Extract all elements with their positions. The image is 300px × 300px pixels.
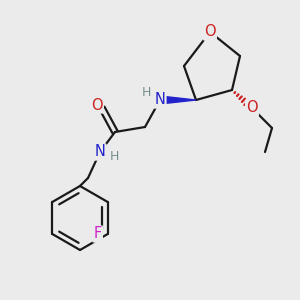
Text: N: N [94, 145, 105, 160]
Text: N: N [154, 92, 165, 107]
Text: O: O [91, 98, 103, 112]
Text: O: O [246, 100, 258, 116]
Text: H: H [141, 85, 151, 98]
Text: H: H [109, 149, 119, 163]
Text: O: O [204, 25, 216, 40]
Text: F: F [94, 226, 102, 242]
Polygon shape [160, 96, 196, 104]
